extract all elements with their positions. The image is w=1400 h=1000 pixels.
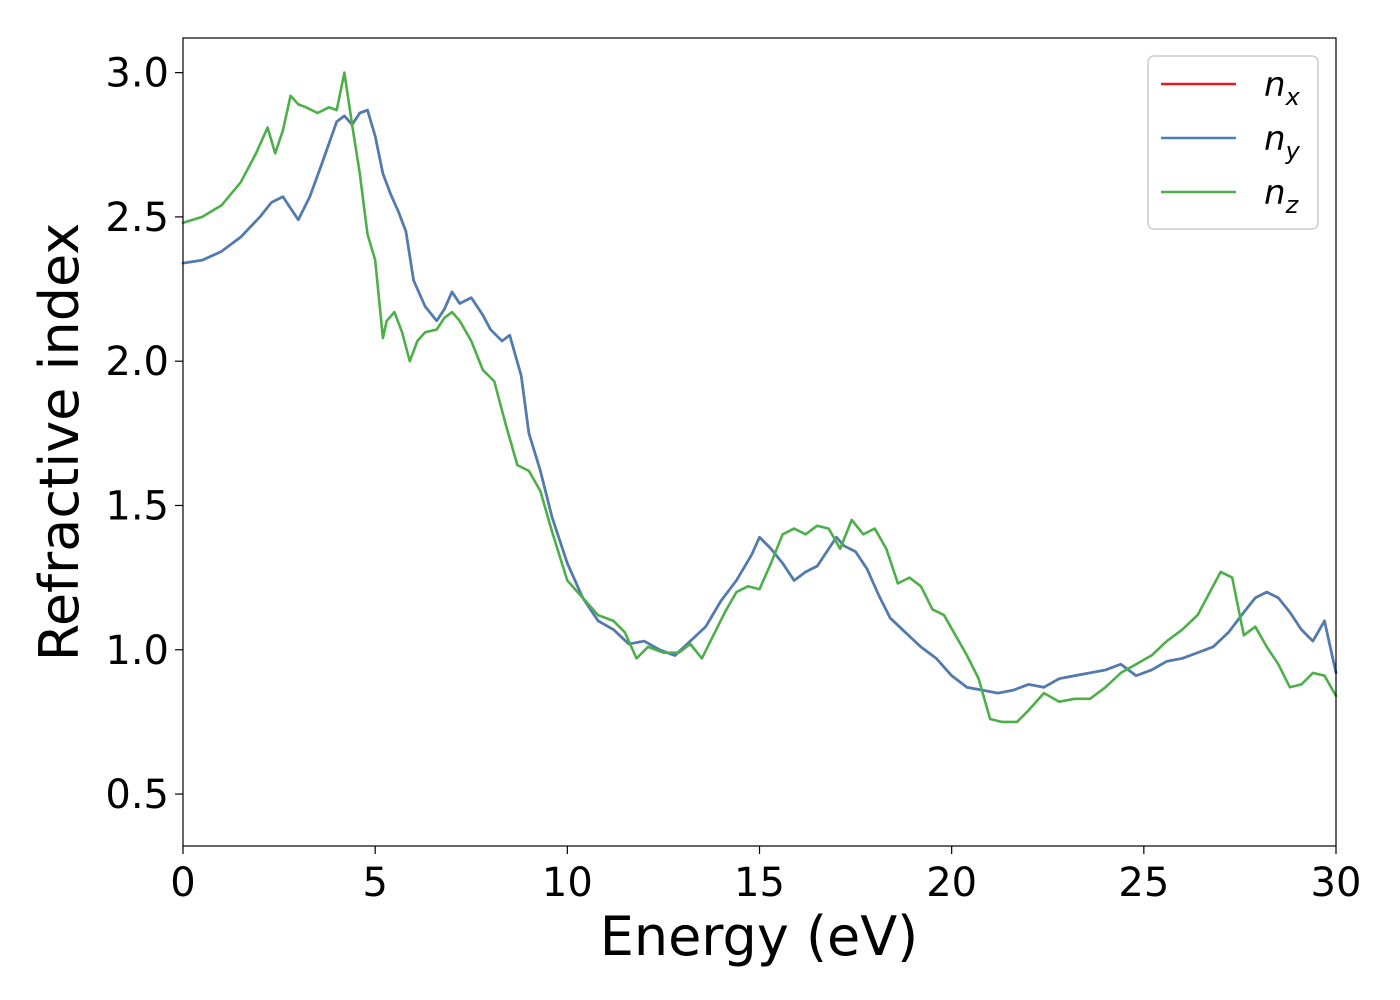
y-tick-label: 3.0 bbox=[105, 51, 169, 97]
x-axis-label: Energy (eV) bbox=[600, 905, 919, 968]
y-axis-label: Refractive index bbox=[28, 223, 91, 662]
y-tick-label: 0.5 bbox=[105, 772, 169, 818]
legend-label-x: nx bbox=[1264, 65, 1301, 111]
y-tick-label: 2.5 bbox=[105, 195, 169, 241]
legend-label-subscript: y bbox=[1285, 137, 1301, 165]
x-tick-label: 15 bbox=[734, 860, 785, 906]
x-tick-label: 10 bbox=[542, 860, 593, 906]
y-tick-label: 1.0 bbox=[105, 628, 169, 674]
series-line-y bbox=[181, 108, 1338, 695]
legend-label-y: ny bbox=[1264, 119, 1301, 165]
y-tick-label: 2.0 bbox=[105, 339, 169, 385]
x-tick-label: 5 bbox=[362, 860, 387, 906]
x-tick-label: 0 bbox=[170, 860, 195, 906]
legend-box bbox=[1147, 55, 1319, 230]
series-line-z bbox=[181, 71, 1338, 724]
tick-layer: 0 5 10 15 20 25 30 0.5 1.0 1.5 2.0 2.5 3.0 bbox=[105, 51, 1361, 906]
x-tick-label: 25 bbox=[1118, 860, 1169, 906]
legend-label-base: n bbox=[1264, 65, 1286, 105]
y-tick-label: 1.5 bbox=[105, 483, 169, 529]
legend-label-subscript: x bbox=[1285, 83, 1301, 111]
legend-label-subscript: z bbox=[1285, 191, 1300, 219]
plot-layer bbox=[181, 71, 1338, 724]
legend-label-z: nz bbox=[1264, 173, 1300, 219]
legend-label-base: n bbox=[1264, 173, 1286, 213]
x-tick-label: 30 bbox=[1311, 860, 1362, 906]
legend-label-base: n bbox=[1264, 119, 1286, 159]
x-tick-label: 20 bbox=[926, 860, 977, 906]
